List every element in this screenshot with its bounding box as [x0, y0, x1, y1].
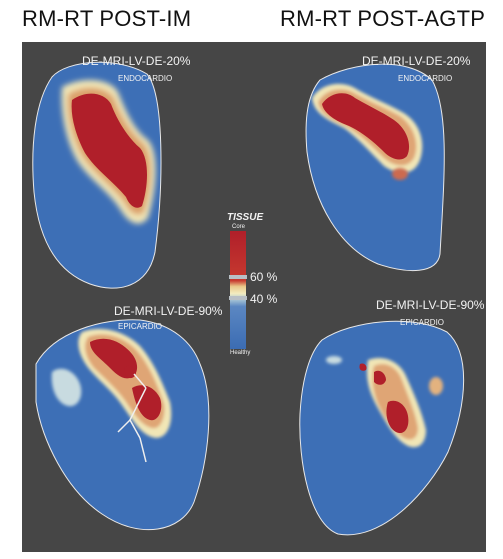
- map-sublabel-top-right: ENDOCARDIO: [398, 74, 453, 83]
- map-label-top-left: DE-MRI-LV-DE-20%: [82, 54, 191, 68]
- threshold-marker-40: [229, 296, 247, 300]
- legend-title: TISSUE: [227, 212, 264, 223]
- title-left: RM-RT POST-IM: [22, 6, 192, 31]
- legend-threshold-upper: 60 %: [250, 270, 278, 284]
- endocardium-map-post-agtp: [305, 63, 445, 272]
- tissue-legend: [229, 231, 247, 349]
- epicardium-map-post-im: [35, 319, 210, 531]
- legend-threshold-lower: 40 %: [250, 292, 278, 306]
- legend-bottom-label: Healthy: [230, 350, 251, 356]
- map-sublabel-top-left: ENDOCARDIO: [118, 74, 173, 83]
- epicardium-map-post-agtp: [299, 320, 465, 536]
- map-label-bottom-right: DE-MRI-LV-DE-90%: [376, 298, 485, 312]
- legend-top-label: Core: [232, 224, 246, 230]
- endocardium-map-post-im: [32, 61, 162, 289]
- tissue-colorbar: [230, 231, 246, 349]
- mri-panel: DE-MRI-LV-DE-20% ENDOCARDIO DE-MRI-LV-DE…: [22, 42, 486, 552]
- title-right: RM-RT POST-AGTP: [280, 6, 486, 31]
- threshold-marker-60: [229, 275, 247, 279]
- heart-maps: [32, 61, 465, 536]
- map-label-bottom-left: DE-MRI-LV-DE-90%: [114, 304, 223, 318]
- map-sublabel-bottom-left: EPICARDIO: [118, 322, 163, 331]
- map-sublabel-bottom-right: EPICARDIO: [400, 318, 445, 327]
- map-label-top-right: DE-MRI-LV-DE-20%: [362, 54, 471, 68]
